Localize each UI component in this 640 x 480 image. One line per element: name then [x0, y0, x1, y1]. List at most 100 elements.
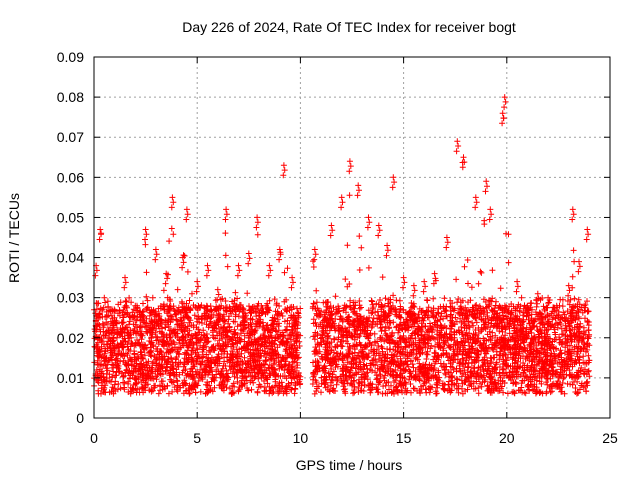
data-point — [191, 312, 198, 319]
data-point — [113, 352, 120, 359]
data-point — [119, 343, 125, 350]
data-point — [490, 346, 497, 353]
data-point — [108, 356, 115, 363]
data-point — [458, 331, 465, 338]
data-point — [148, 353, 155, 360]
data-point — [511, 318, 518, 325]
data-point — [344, 283, 351, 290]
data-point — [531, 333, 538, 340]
data-point — [440, 324, 447, 331]
data-point — [398, 382, 405, 389]
data-point — [365, 307, 372, 314]
data-point — [417, 345, 424, 352]
data-point — [287, 336, 294, 343]
data-point — [133, 379, 140, 386]
data-point — [453, 375, 460, 382]
data-point — [236, 386, 243, 393]
data-point — [412, 335, 419, 342]
data-point — [411, 385, 418, 392]
data-point — [262, 388, 268, 395]
data-point — [511, 338, 518, 345]
data-point — [561, 390, 568, 397]
data-point — [195, 378, 202, 384]
data-point — [426, 328, 432, 335]
data-point — [346, 343, 353, 350]
data-point — [170, 379, 177, 386]
data-point — [361, 381, 368, 388]
data-point — [189, 356, 196, 363]
data-point — [531, 361, 538, 368]
data-point — [522, 390, 529, 397]
data-point — [275, 351, 282, 358]
data-point — [518, 294, 525, 301]
data-point — [372, 362, 379, 369]
data-point — [504, 373, 510, 379]
data-point — [533, 354, 540, 361]
data-point — [570, 313, 577, 320]
data-point — [516, 350, 523, 357]
data-point — [580, 353, 587, 360]
data-point — [332, 316, 339, 322]
data-point — [391, 379, 397, 385]
data-point — [499, 336, 506, 343]
data-point — [399, 374, 406, 381]
data-point — [120, 338, 127, 345]
data-point — [478, 348, 485, 355]
data-point — [375, 350, 382, 357]
data-point — [527, 351, 534, 358]
data-point — [386, 336, 393, 343]
data-point — [287, 304, 294, 311]
data-point — [456, 360, 463, 367]
data-point — [268, 340, 275, 347]
data-point — [194, 346, 201, 353]
data-point — [533, 323, 540, 330]
data-point — [356, 267, 363, 273]
data-point — [420, 382, 427, 389]
data-point — [561, 374, 567, 381]
data-point — [225, 316, 232, 323]
data-point — [445, 381, 452, 388]
data-point — [274, 316, 281, 323]
data-point — [553, 381, 560, 388]
data-point — [357, 387, 364, 394]
data-point — [276, 380, 283, 387]
data-point — [509, 356, 516, 363]
data-point — [274, 387, 281, 393]
data-point — [464, 364, 471, 371]
data-point — [478, 269, 485, 276]
data-point — [526, 342, 533, 349]
data-point — [374, 321, 381, 328]
data-point — [450, 357, 456, 363]
data-point — [103, 341, 110, 348]
data-point — [319, 319, 326, 326]
data-point — [263, 367, 270, 374]
data-point — [219, 295, 226, 302]
data-point — [427, 386, 434, 393]
data-point — [205, 324, 212, 331]
data-point — [325, 299, 332, 305]
data-point — [363, 370, 370, 377]
data-point — [440, 360, 447, 367]
data-point — [205, 313, 212, 320]
data-point — [456, 310, 463, 317]
data-point — [131, 374, 138, 381]
data-point — [541, 340, 548, 347]
data-point — [323, 307, 330, 314]
data-point — [367, 339, 373, 346]
data-point — [549, 359, 556, 366]
data-point — [221, 348, 227, 354]
data-point — [512, 351, 519, 357]
data-point — [512, 359, 519, 366]
data-point — [124, 310, 131, 317]
data-point — [556, 302, 563, 309]
data-point — [167, 369, 174, 376]
data-point — [319, 328, 326, 335]
data-point — [527, 300, 534, 307]
data-point — [189, 290, 195, 297]
data-point — [543, 327, 550, 333]
data-point — [177, 324, 184, 331]
data-point — [218, 372, 225, 379]
data-point — [126, 294, 133, 301]
data-point — [124, 343, 131, 350]
data-point — [363, 315, 370, 322]
